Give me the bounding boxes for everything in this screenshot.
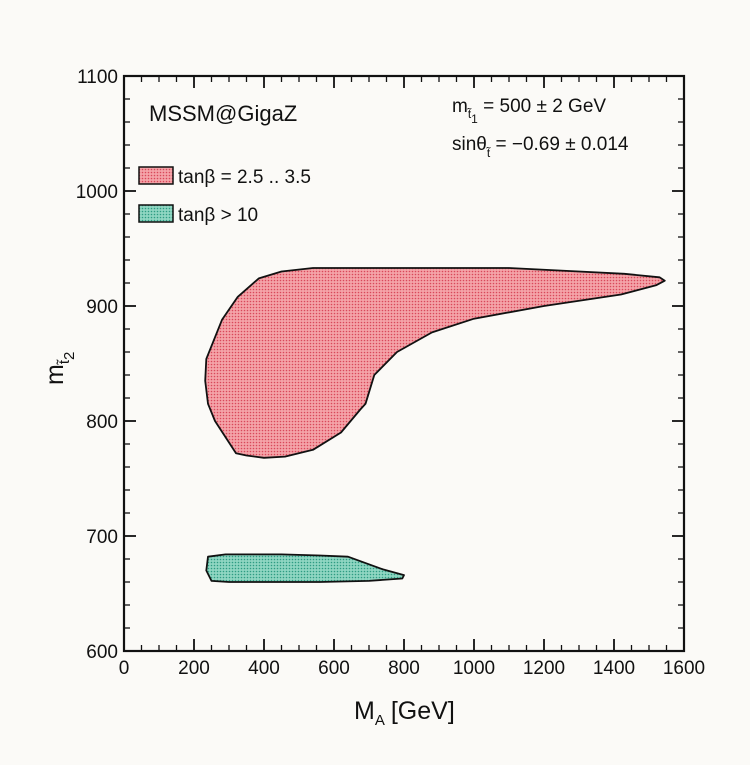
x-axis-title-main: M (354, 697, 375, 725)
y-axis-title: mt̃2 (41, 352, 78, 385)
x-tick-label: 1400 (593, 658, 635, 679)
x-tick-label: 1000 (453, 658, 495, 679)
annotation-mass-prefix: m (452, 96, 468, 117)
region-low-tanb (204, 267, 666, 459)
plot-frame (122, 74, 686, 653)
y-tick-label: 1100 (77, 67, 118, 88)
legend-label-high-tanb: tanβ > 10 (178, 205, 258, 226)
annotation-mass-text: = 500 ± 2 GeV (478, 96, 607, 117)
x-axis-title-unit: [GeV] (391, 697, 455, 725)
x-tick-label: 1200 (523, 658, 565, 679)
chart-title: MSSM@GigaZ (149, 101, 297, 126)
annotation-mixing-sub: t̃ (485, 145, 491, 160)
y-tick-label: 600 (86, 642, 118, 663)
annotation-mixing: sinθt̃ = −0.69 ± 0.014 (452, 134, 629, 160)
x-axis-title-sub: A (375, 712, 385, 729)
x-tick-label: 800 (388, 658, 420, 679)
y-tick-label: 900 (86, 297, 118, 318)
x-tick-label: 1600 (663, 658, 705, 679)
y-axis-title-sub: t̃ (56, 359, 73, 366)
y-tick-label: 700 (86, 527, 118, 548)
legend-swatch-high-tanb (138, 204, 174, 223)
x-tick-label: 200 (178, 658, 210, 679)
y-axis-title-main: m (41, 364, 69, 385)
annotation-mass-subsub: 1 (471, 112, 478, 126)
legend: tanβ = 2.5 .. 3.5 tanβ > 10 (138, 166, 311, 226)
annotation-mixing-prefix: sinθ (452, 134, 487, 155)
annotation-mass: mt̃1 = 500 ± 2 GeV (452, 96, 606, 126)
x-tick-label: 600 (318, 658, 350, 679)
x-axis-title: MA [GeV] (354, 697, 455, 729)
annotation-mass-sub: t̃ (466, 106, 472, 121)
y-axis-title-subsub: 2 (61, 352, 78, 360)
annotation-mixing-text: = −0.69 ± 0.014 (490, 134, 629, 155)
tick-labels: 0 200 400 600 800 1000 1200 1400 1600 600 700 800 90… (76, 67, 705, 679)
regions (204, 267, 666, 583)
x-tick-label: 400 (248, 658, 280, 679)
y-tick-label: 800 (86, 412, 118, 433)
region-high-tanb (205, 553, 405, 583)
legend-label-low-tanb: tanβ = 2.5 .. 3.5 (178, 167, 311, 188)
y-tick-label: 1000 (76, 182, 118, 203)
x-tick-label: 0 (119, 658, 130, 679)
legend-swatch-low-tanb (138, 166, 174, 185)
